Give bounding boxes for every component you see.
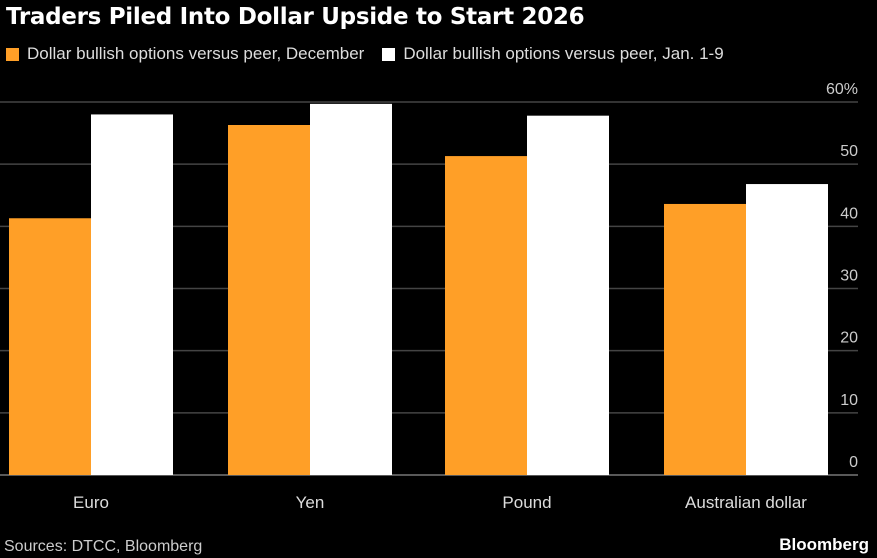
legend-label: Dollar bullish options versus peer, Jan.… [403,44,724,63]
y-tick-label: 50 [840,143,858,160]
y-tick-label: 40 [840,205,858,222]
legend-label: Dollar bullish options versus peer, Dece… [27,44,365,63]
bar-december [664,203,746,475]
y-tick-label: 20 [840,330,858,347]
legend-item-january: Dollar bullish options versus peer, Jan.… [382,44,724,64]
chart-title: Traders Piled Into Dollar Upside to Star… [6,4,585,30]
legend-swatch-white [382,47,396,61]
bar-january [746,184,828,475]
x-tick-label: Euro [73,493,109,512]
y-tick-label: 30 [840,268,858,285]
bar-january [527,115,609,475]
bar-december [9,218,91,476]
x-tick-label: Pound [502,493,551,512]
y-tick-label: 60% [826,81,858,98]
x-tick-label: Australian dollar [685,493,807,512]
legend-item-december: Dollar bullish options versus peer, Dece… [6,44,364,64]
bar-january [310,103,392,476]
bar-december [445,156,527,475]
bloomberg-logo: Bloomberg [779,535,869,554]
source-note: Sources: DTCC, Bloomberg [4,538,203,555]
legend: Dollar bullish options versus peer, Dece… [6,44,724,64]
y-tick-label: 10 [840,392,858,409]
bar-december [228,125,310,476]
legend-swatch-orange [6,47,19,61]
bar-january [91,114,173,475]
x-tick-label: Yen [296,493,325,512]
y-tick-label: 0 [849,454,858,471]
